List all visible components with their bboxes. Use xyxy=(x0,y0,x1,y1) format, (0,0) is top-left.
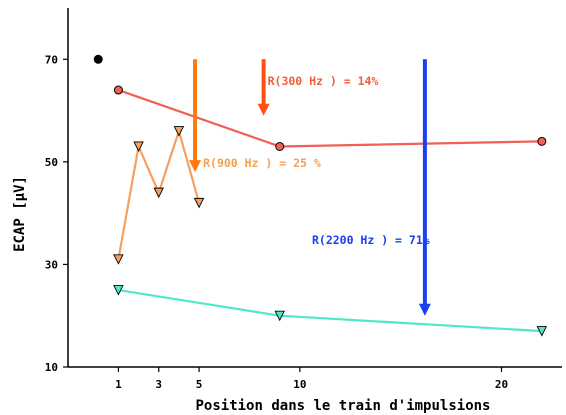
annotation-ann2200: R(2200 Hz ) = 71% xyxy=(312,233,430,247)
data-point-r900 xyxy=(173,126,185,137)
arrow-head-arrow300 xyxy=(257,103,270,116)
data-point-reference xyxy=(93,54,103,64)
data-point-r900 xyxy=(153,187,164,199)
x-tick-label: 5 xyxy=(196,378,203,391)
annotation-arrows xyxy=(189,59,431,316)
series-line-r2200 xyxy=(118,288,542,333)
data-point-r2200 xyxy=(113,285,124,296)
annotation-ann300: R(300 Hz ) = 14% xyxy=(268,74,379,88)
y-axis-title: ECAP [µV] xyxy=(12,176,28,252)
x-tick-label: 10 xyxy=(293,378,306,391)
annotation-ann900: R(900 Hz ) = 25 % xyxy=(203,156,321,170)
x-tick-label: 20 xyxy=(495,378,508,391)
ticks: 10 30 50 70 1 3 5 10 20 xyxy=(45,53,508,391)
series-markers xyxy=(93,54,548,337)
axes xyxy=(67,8,562,368)
data-point-r900 xyxy=(113,254,124,265)
arrow-head-arrow900 xyxy=(189,160,202,173)
x-axis-title: Position dans le train d'impulsions xyxy=(195,398,490,414)
y-tick-label: 30 xyxy=(45,258,58,271)
data-point-r900 xyxy=(133,141,144,152)
data-point-r300 xyxy=(537,136,547,146)
data-point-r2200 xyxy=(274,310,285,322)
arrow-head-arrow2200 xyxy=(418,303,431,316)
y-tick-label: 50 xyxy=(45,156,58,169)
y-tick-label: 70 xyxy=(45,53,58,66)
annotations: R(300 Hz ) = 14% R(900 Hz ) = 25 % R(2200 … xyxy=(203,74,430,247)
data-point-r300 xyxy=(113,85,123,95)
data-point-r900 xyxy=(193,197,205,209)
y-tick-label: 10 xyxy=(45,361,58,374)
data-point-r2200 xyxy=(536,326,548,337)
x-tick-label: 3 xyxy=(155,378,162,391)
x-tick-label: 1 xyxy=(115,378,122,391)
data-point-r300 xyxy=(275,141,285,151)
